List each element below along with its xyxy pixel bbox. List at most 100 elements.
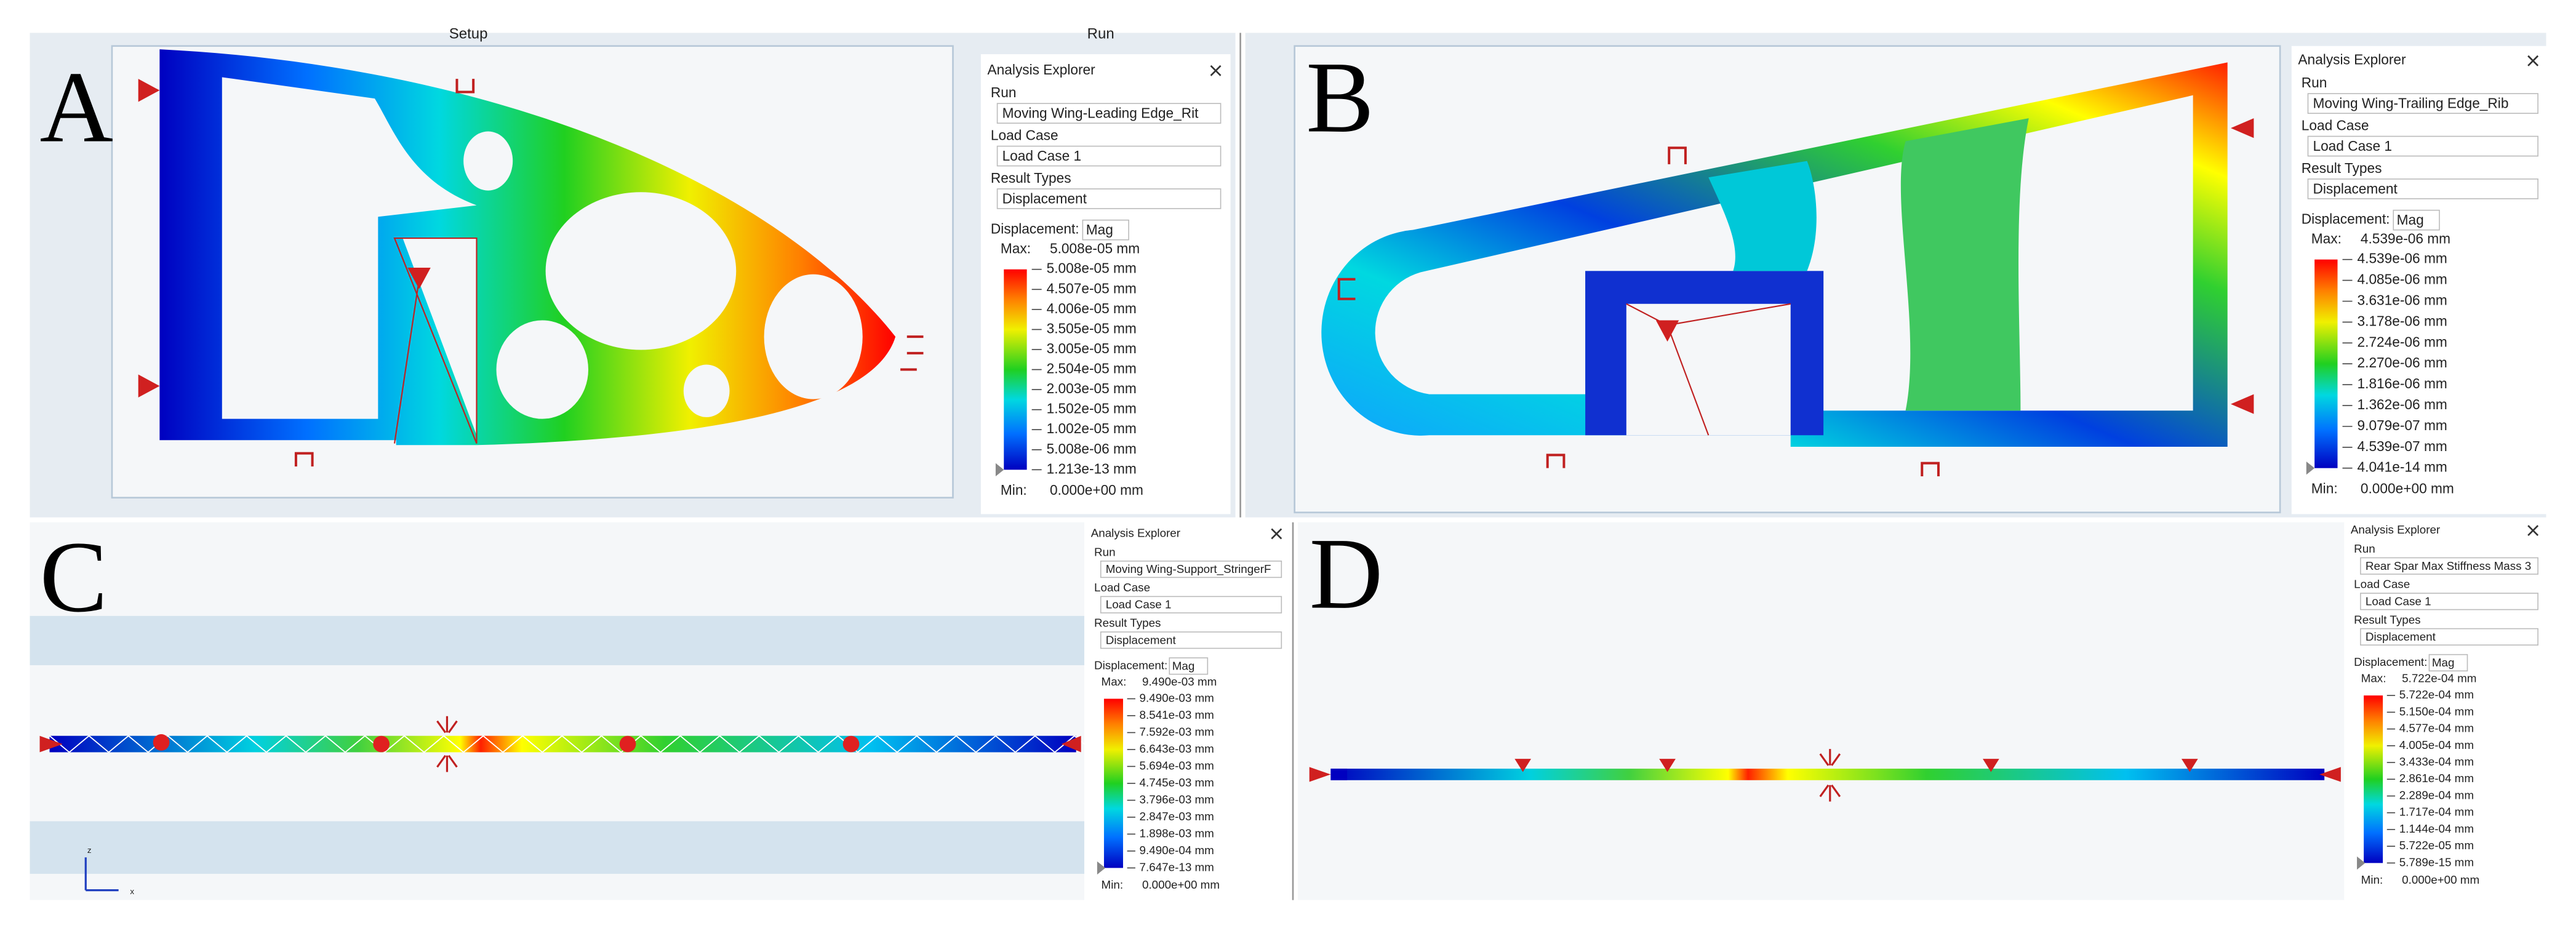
load-arrows <box>1819 749 1841 802</box>
dropdown[interactable] <box>2360 557 2538 575</box>
panel-title: Analysis Explorer <box>1091 526 1180 539</box>
legend-label: 5.789e-15 mm <box>2399 855 2474 868</box>
result-label: Displacement: <box>2354 655 2427 668</box>
dropdown-value[interactable]: Moving Wing-Trailing Edge_Rib <box>2313 95 2508 111</box>
legend-label: 4.005e-04 mm <box>2399 738 2474 751</box>
result-label: Displacement: <box>2302 211 2390 227</box>
section-label: Run <box>1094 545 1116 558</box>
input-value[interactable]: Load Case 1 <box>2366 594 2431 607</box>
legend-label: 9.490e-03 mm <box>1140 691 1214 704</box>
stringer <box>49 735 1076 753</box>
dropdown-value[interactable]: Displacement <box>1002 190 1087 206</box>
legend-label: 8.541e-03 mm <box>1140 708 1214 721</box>
component-dropdown[interactable] <box>1082 219 1129 241</box>
panel-label: A <box>40 51 113 164</box>
void <box>683 364 730 417</box>
legend-label: 9.079e-07 mm <box>2358 417 2447 433</box>
section-label: Run <box>2354 542 2375 555</box>
legend-label: 4.745e-03 mm <box>1140 776 1214 789</box>
legend-label: 4.577e-04 mm <box>2399 722 2474 735</box>
legend-label: 5.694e-03 mm <box>1140 759 1214 772</box>
void <box>764 274 863 399</box>
component-dropdown[interactable] <box>1169 657 1209 675</box>
node <box>153 734 170 751</box>
legend-label: 2.847e-03 mm <box>1140 810 1214 823</box>
void <box>463 131 513 191</box>
dropdown-value[interactable]: Displacement <box>2366 630 2436 643</box>
legend-label: 5.722e-04 mm <box>2399 688 2474 701</box>
max-label: Max: <box>1001 241 1031 257</box>
component-value[interactable]: Mag <box>2432 656 2455 669</box>
panel-label: B <box>1306 41 1374 154</box>
legend-label: 2.724e-06 mm <box>2358 334 2447 350</box>
legend-label: 5.008e-05 mm <box>1047 260 1137 276</box>
legend-label: 1.213e-13 mm <box>1047 460 1137 476</box>
close-icon[interactable] <box>2527 525 2539 537</box>
dropdown[interactable] <box>2307 93 2538 114</box>
legend-label: 1.002e-05 mm <box>1047 420 1137 436</box>
legend-label: 1.816e-06 mm <box>2358 375 2447 391</box>
component-value[interactable]: Mag <box>1086 222 1113 238</box>
dropdown-value[interactable]: Moving Wing-Support_StringerF <box>1106 562 1271 576</box>
input-box[interactable] <box>1100 596 1282 614</box>
dropdown-value[interactable]: Displacement <box>1106 633 1177 646</box>
lattice <box>49 735 1154 753</box>
component-value[interactable]: Mag <box>1172 659 1195 672</box>
panel-title: Analysis Explorer <box>988 62 1096 78</box>
void <box>1626 303 1791 436</box>
tab[interactable]: Run <box>1087 25 1114 42</box>
legend-label: 6.643e-03 mm <box>1140 742 1214 755</box>
min-value: 0.000e+00 mm <box>1142 878 1220 891</box>
max-label: Max: <box>1102 675 1127 688</box>
close-icon[interactable] <box>1271 528 1282 540</box>
component-dropdown[interactable] <box>2393 209 2440 231</box>
min-value: 0.000e+00 mm <box>1050 482 1143 498</box>
legend-label: 5.008e-06 mm <box>1047 441 1137 457</box>
input-value[interactable]: Load Case 1 <box>1106 598 1172 611</box>
input-value[interactable]: Load Case 1 <box>2313 138 2392 154</box>
viewport-d[interactable] <box>1298 522 2546 900</box>
legend-label: 3.631e-06 mm <box>2358 292 2447 308</box>
min-label: Min: <box>1001 482 1027 498</box>
dropdown-value[interactable]: Displacement <box>2313 180 2398 196</box>
band <box>30 615 1085 665</box>
close-icon[interactable] <box>1210 65 1222 76</box>
node <box>619 735 636 753</box>
close-icon[interactable] <box>2527 55 2539 66</box>
dropdown[interactable] <box>2360 628 2538 646</box>
dropdown-value[interactable]: Moving Wing-Leading Edge_Rit <box>1002 105 1199 121</box>
component-value[interactable]: Mag <box>2397 212 2424 228</box>
legend-label: 4.539e-06 mm <box>2358 250 2447 266</box>
color-bar <box>1103 698 1123 868</box>
section-label: Load Case <box>1094 581 1150 594</box>
dropdown[interactable] <box>996 103 1222 124</box>
min-label: Min: <box>2361 873 2383 886</box>
void <box>402 238 477 436</box>
tab[interactable]: Setup <box>449 25 488 42</box>
max-value: 9.490e-03 mm <box>1142 675 1217 688</box>
component-dropdown[interactable] <box>2428 654 2468 672</box>
panel-title: Analysis Explorer <box>2298 52 2406 68</box>
dropdown[interactable] <box>996 188 1222 209</box>
dropdown-value[interactable]: Rear Spar Max Stiffness Mass 3 <box>2366 559 2531 572</box>
legend-label: 5.150e-04 mm <box>2399 705 2474 718</box>
section-label: Run <box>991 84 1017 100</box>
dropdown[interactable] <box>2307 178 2538 199</box>
input-box[interactable] <box>996 145 1222 167</box>
legend-label: 4.006e-05 mm <box>1047 300 1137 316</box>
input-value[interactable]: Load Case 1 <box>1002 148 1082 164</box>
dropdown[interactable] <box>1100 631 1282 649</box>
dropdown[interactable] <box>1100 560 1282 578</box>
input-box[interactable] <box>2307 135 2538 157</box>
result-label: Displacement: <box>1094 658 1167 671</box>
panel-label: C <box>40 521 108 633</box>
constraint-lines <box>393 237 478 444</box>
max-value: 5.722e-04 mm <box>2402 672 2476 685</box>
section-label: Run <box>2302 74 2327 90</box>
input-box[interactable] <box>2360 593 2538 610</box>
legend-label: 3.433e-04 mm <box>2399 755 2474 768</box>
color-bar-pointer <box>2306 461 2315 475</box>
max-value: 4.539e-06 mm <box>2361 231 2450 247</box>
color-bar-pointer <box>995 463 1004 477</box>
